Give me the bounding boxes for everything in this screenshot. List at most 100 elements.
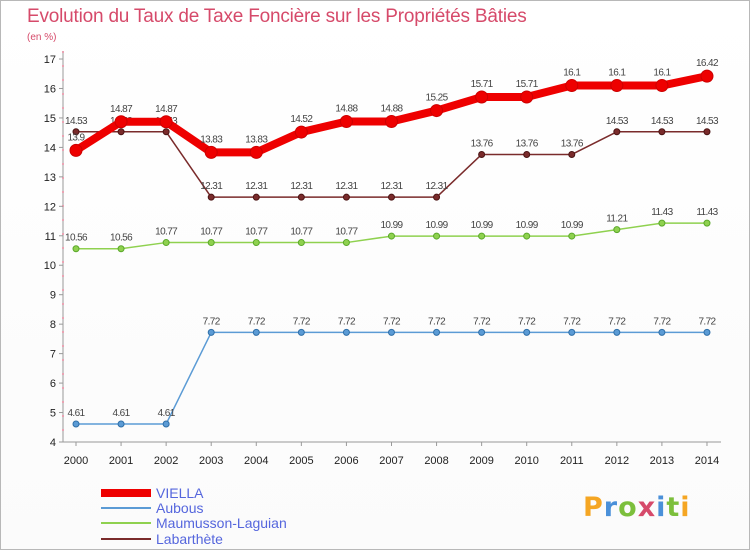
data-point [162,239,170,247]
x-tick-label: 2006 [334,455,358,467]
data-label: 10.99 [471,220,494,231]
data-point [162,128,170,136]
logo-letter: P [583,492,604,523]
x-tick-label: 2009 [469,455,493,467]
data-point [207,239,215,247]
y-tick-label: 17 [44,54,56,66]
data-label: 10.77 [290,227,313,238]
series-labarth-te: 14.53 14.53 14.53 12.31 12.31 12.31 12.31 12.31… [65,116,720,201]
data-point [655,79,669,93]
data-point [252,193,260,201]
data-label: 14.52 [290,114,313,125]
data-label: 7.72 [248,316,266,327]
data-point [703,328,711,336]
y-tick-label: 9 [50,290,56,302]
y-tick-label: 10 [44,260,56,272]
data-point [658,219,666,227]
series-maumusson-laguian: 10.56 10.56 10.77 10.77 10.77 10.77 10.77 10.99… [65,207,719,253]
data-label: 11.43 [696,207,718,218]
data-point [297,328,305,336]
data-point [568,150,576,158]
data-label: 7.72 [653,316,671,327]
data-label: 10.56 [110,233,133,244]
data-label: 13.76 [471,138,494,149]
x-tick-label: 2003 [199,455,223,467]
y-tick-label: 4 [50,437,56,449]
legend-label: Maumusson-Laguian [156,515,287,531]
x-tick-label: 2008 [424,455,448,467]
data-label: 10.77 [335,227,358,238]
data-point [658,328,666,336]
x-tick-label: 2014 [695,455,719,467]
logo-letter: r [603,492,619,523]
data-label: 12.31 [335,181,358,192]
data-point [475,90,489,104]
data-label: 16.1 [653,68,671,79]
data-point [700,69,714,83]
data-label: 7.72 [518,316,536,327]
data-label: 7.72 [293,316,311,327]
x-tick-label: 2004 [244,455,268,467]
data-label: 15.71 [471,79,494,90]
data-label: 7.72 [563,316,581,327]
x-tick-label: 2013 [650,455,674,467]
data-point [207,193,215,201]
data-point [478,328,486,336]
data-label: 14.88 [380,103,403,114]
y-tick-label: 8 [50,319,56,331]
logo-letter: o [618,492,638,523]
y-tick-label: 14 [44,142,56,154]
data-label: 16.1 [608,68,626,79]
data-label: 7.72 [383,316,401,327]
x-tick-label: 2002 [154,455,178,467]
data-point [72,420,80,428]
data-label: 7.72 [428,316,446,327]
y-tick-label: 6 [50,378,56,390]
data-label: 13.76 [561,138,584,149]
data-label: 4.61 [158,408,176,419]
data-label: 7.72 [608,316,626,327]
series-viella: 13.9 14.87 14.87 13.83 13.83 14.52 14.88 14.88 1… [67,58,720,159]
data-point [72,128,80,136]
data-label: 14.87 [155,104,178,115]
x-tick-label: 2001 [109,455,133,467]
data-point [568,232,576,240]
data-label: 14.53 [696,116,719,127]
y-tick-label: 5 [50,408,56,420]
data-point [387,193,395,201]
data-point [387,328,395,336]
data-label: 13.9 [67,132,85,143]
series-aubous: 4.61 4.61 4.61 7.72 7.72 7.72 7.72 7.72 7.72 7.72… [67,316,717,428]
data-point [565,79,579,93]
data-label: 16.42 [696,58,719,69]
data-point [117,128,125,136]
data-point [117,245,125,253]
data-label: 14.87 [110,104,133,115]
data-label: 11.43 [651,207,673,218]
data-label: 10.99 [561,220,584,231]
data-point [249,145,263,159]
x-tick-label: 2011 [560,455,584,467]
data-label: 14.53 [65,116,88,127]
data-label: 10.99 [380,220,403,231]
data-label: 14.88 [335,103,358,114]
data-point [342,328,350,336]
data-point [478,150,486,158]
data-point [159,115,173,129]
x-tick-label: 2000 [64,455,88,467]
data-label: 10.99 [426,220,449,231]
data-point [294,125,308,139]
data-point [252,239,260,247]
data-point [342,239,350,247]
data-label: 12.31 [380,181,403,192]
data-point [433,328,441,336]
data-point [613,226,621,234]
proxiti-logo: Proxiti [583,492,691,523]
data-point [114,115,128,129]
legend-label: Labarthète [156,531,223,547]
data-point [339,114,353,128]
data-point [523,150,531,158]
